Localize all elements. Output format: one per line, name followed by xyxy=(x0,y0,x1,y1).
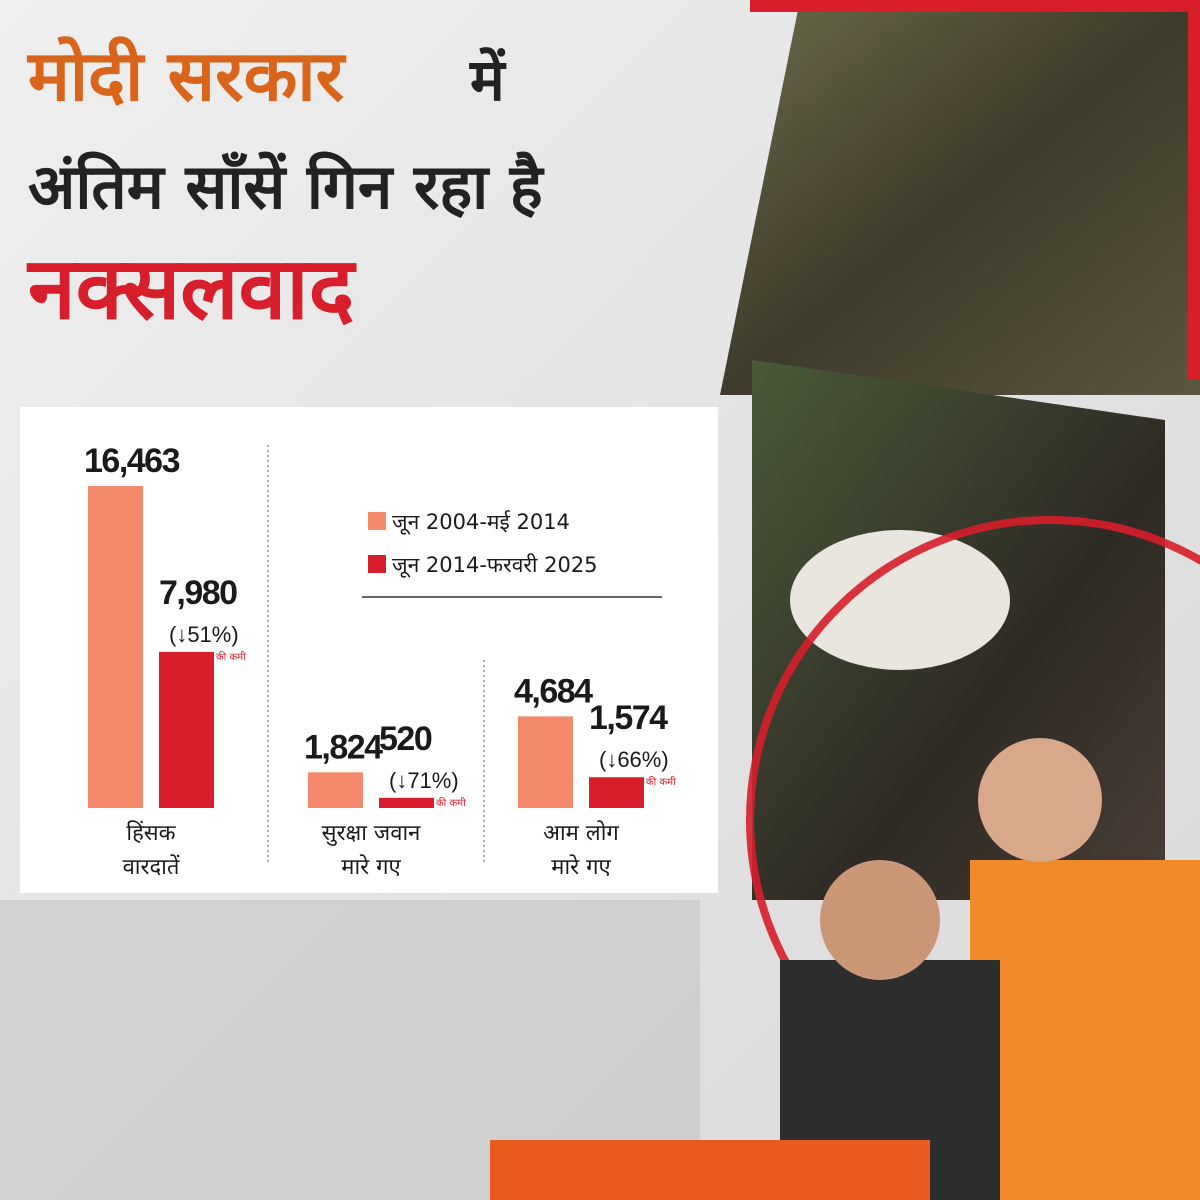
face-cloth xyxy=(790,530,1010,670)
category-label: वारदातें xyxy=(123,854,180,880)
legend-swatch xyxy=(368,555,386,573)
value-label: 520 xyxy=(379,720,432,758)
bar xyxy=(518,716,573,808)
leader-jacket xyxy=(970,860,1200,1200)
value-label: 1,824 xyxy=(304,728,383,766)
category-label: मारे गए xyxy=(341,854,401,880)
leader-face xyxy=(978,738,1102,862)
change-note: की कमी xyxy=(646,776,676,788)
category-label: सुरक्षा जवान xyxy=(322,821,422,846)
value-label: 16,463 xyxy=(84,442,180,480)
legend-label: जून 2004-मई 2014 xyxy=(392,510,570,535)
change-label: (↓51%) xyxy=(169,622,239,647)
legend-label: जून 2014-फरवरी 2025 xyxy=(392,553,598,578)
title-highlight: मोदी सरकार xyxy=(26,35,346,117)
bar xyxy=(159,651,214,808)
bar xyxy=(589,777,644,808)
change-note: की कमी xyxy=(436,797,466,809)
bar xyxy=(379,797,434,808)
bar xyxy=(308,772,363,808)
soldier-photo xyxy=(720,0,1200,395)
change-label: (↓71%) xyxy=(389,768,459,793)
value-label: 7,980 xyxy=(159,574,237,612)
corner-frame xyxy=(750,0,1200,380)
category-label: आम लोग xyxy=(543,820,619,846)
title-line: अंतिम साँसें गिन रहा है xyxy=(28,150,545,223)
value-label: 1,574 xyxy=(589,699,668,737)
title-part: में xyxy=(469,46,507,114)
value-label: 4,684 xyxy=(514,672,593,710)
leader-face xyxy=(820,860,940,980)
change-note: की कमी xyxy=(216,651,246,663)
legend-swatch xyxy=(368,512,386,530)
change-label: (↓66%) xyxy=(599,747,669,772)
title-keyword: नक्सलवाद xyxy=(26,239,357,339)
category-label: मारे गए xyxy=(551,854,611,880)
podium xyxy=(490,1140,930,1200)
category-label: हिंसक xyxy=(126,820,176,846)
bar xyxy=(88,486,143,808)
